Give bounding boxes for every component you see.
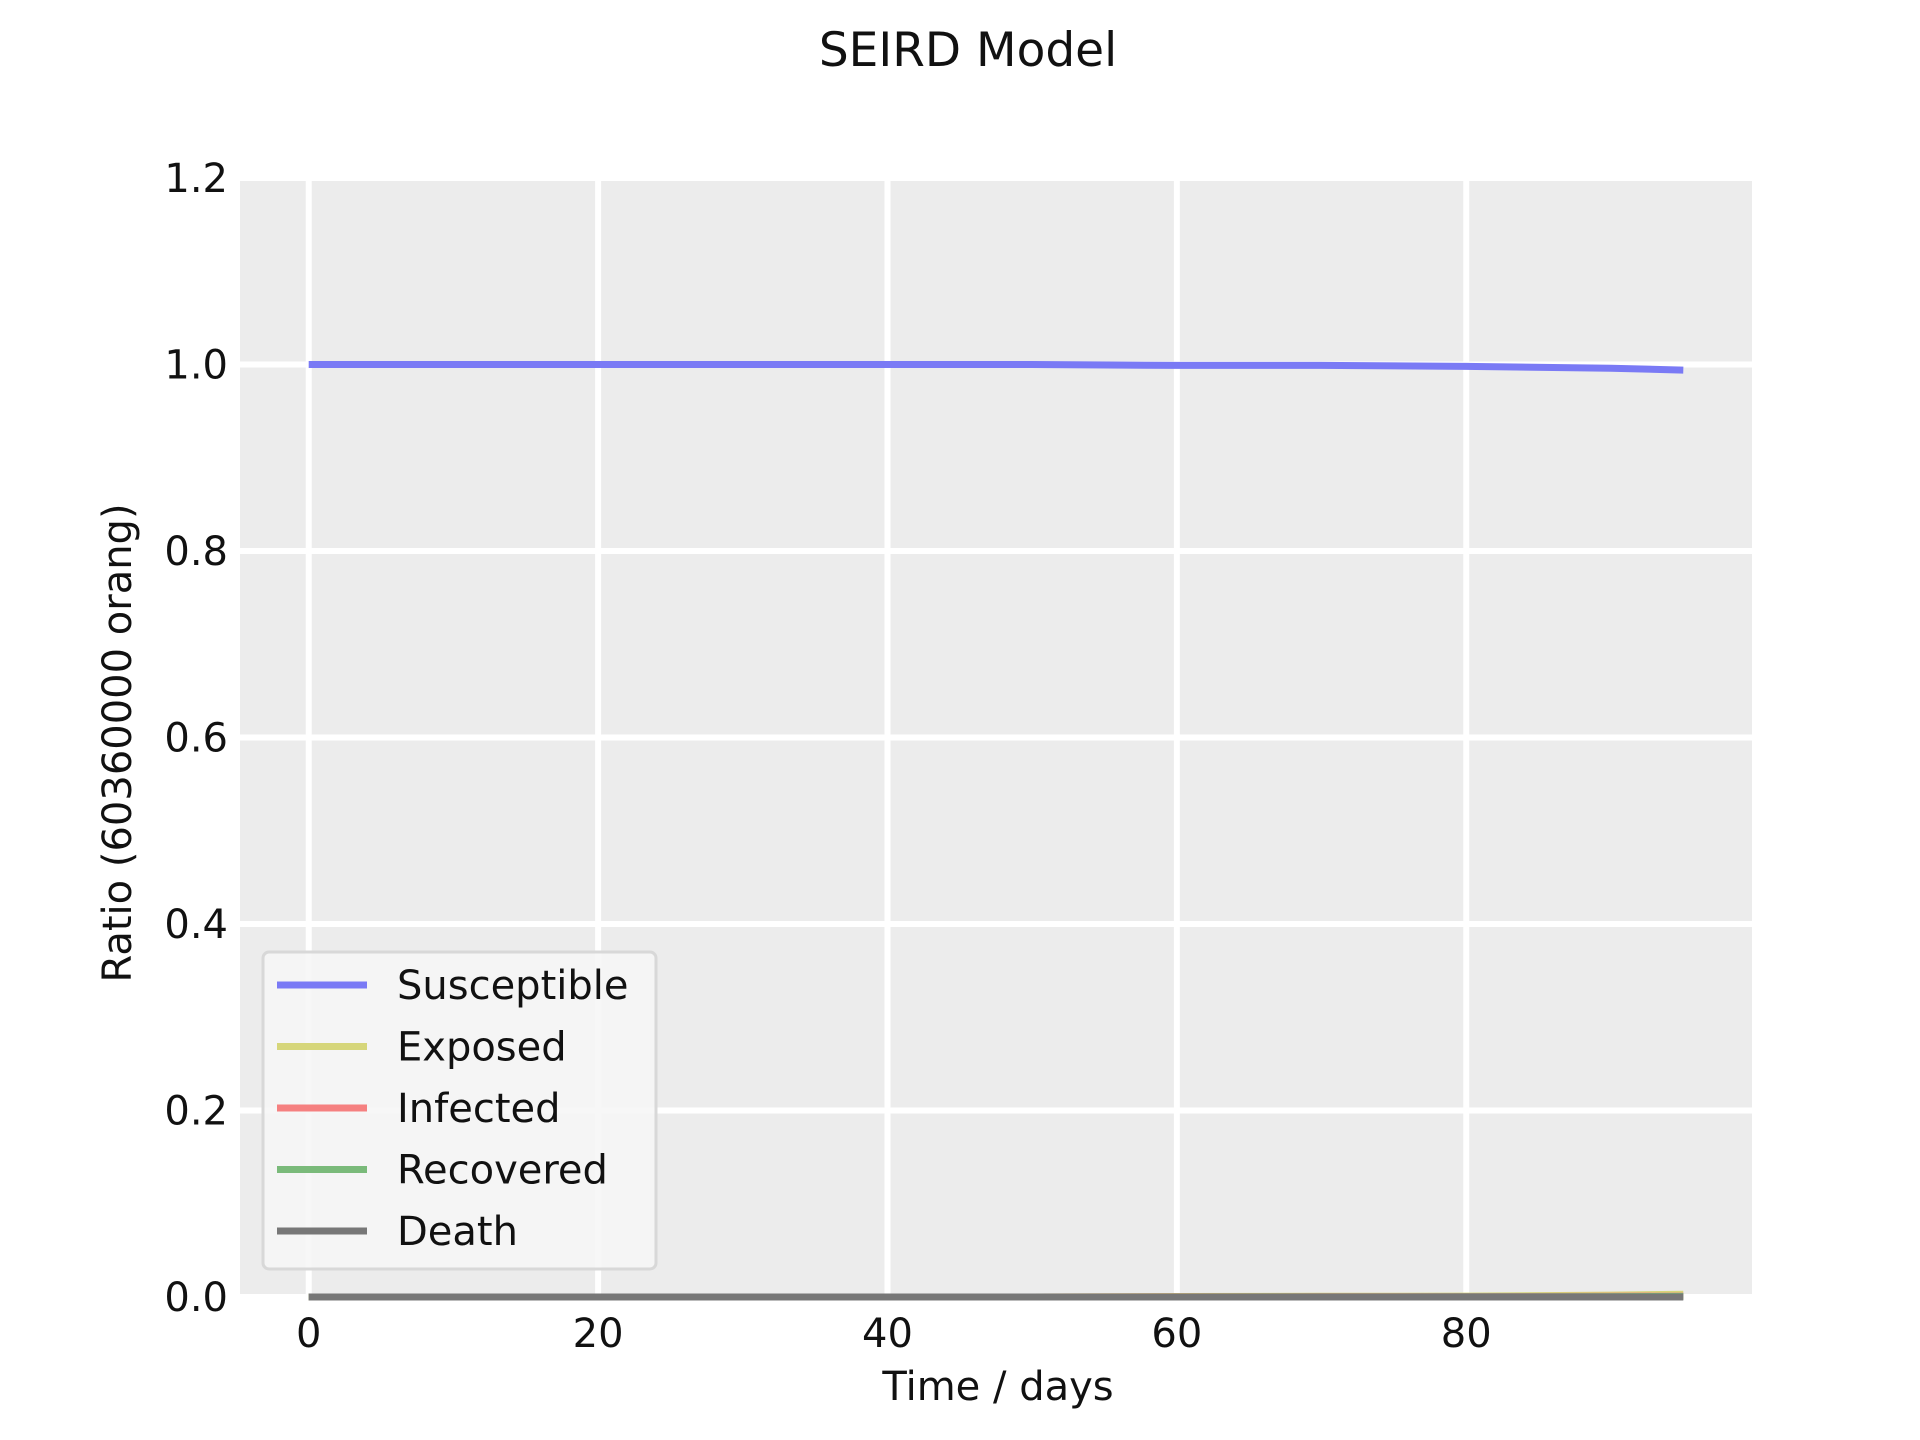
series-lines <box>308 361 1684 1301</box>
y-tick-label: 1.2 <box>164 156 228 202</box>
chart-title: SEIRD Model <box>819 23 1117 78</box>
legend-label-exposed: Exposed <box>397 1025 567 1071</box>
y-tick-label: 0.2 <box>164 1089 228 1135</box>
y-tick-label: 0.0 <box>164 1275 228 1321</box>
x-tick-label: 80 <box>1441 1311 1492 1357</box>
legend-box <box>261 950 658 1271</box>
legend-label-recovered: Recovered <box>397 1148 608 1194</box>
x-tick-label: 0 <box>296 1311 321 1357</box>
legend: Susceptible Exposed Infected Recovered Death <box>261 950 658 1271</box>
tick-labels: 0 20 40 60 80 0.0 0.2 0.4 0.6 0.8 1.0 1.2 <box>164 156 1491 1357</box>
legend-label-death: Death <box>397 1209 518 1255</box>
x-tick-label: 40 <box>862 1311 913 1357</box>
x-tick-label: 60 <box>1151 1311 1202 1357</box>
legend-label-infected: Infected <box>397 1086 561 1132</box>
legend-label-susceptible: Susceptible <box>397 963 628 1009</box>
series-line-susceptible <box>308 361 1684 374</box>
y-tick-label: 0.4 <box>164 902 228 948</box>
x-axis-label: Time / days <box>881 1364 1113 1410</box>
x-tick-label: 20 <box>573 1311 624 1357</box>
y-axis-label: Ratio (60360000 orang) <box>95 503 141 982</box>
y-tick-label: 0.6 <box>164 716 228 762</box>
y-tick-label: 0.8 <box>164 529 228 575</box>
y-tick-label: 1.0 <box>164 343 228 389</box>
